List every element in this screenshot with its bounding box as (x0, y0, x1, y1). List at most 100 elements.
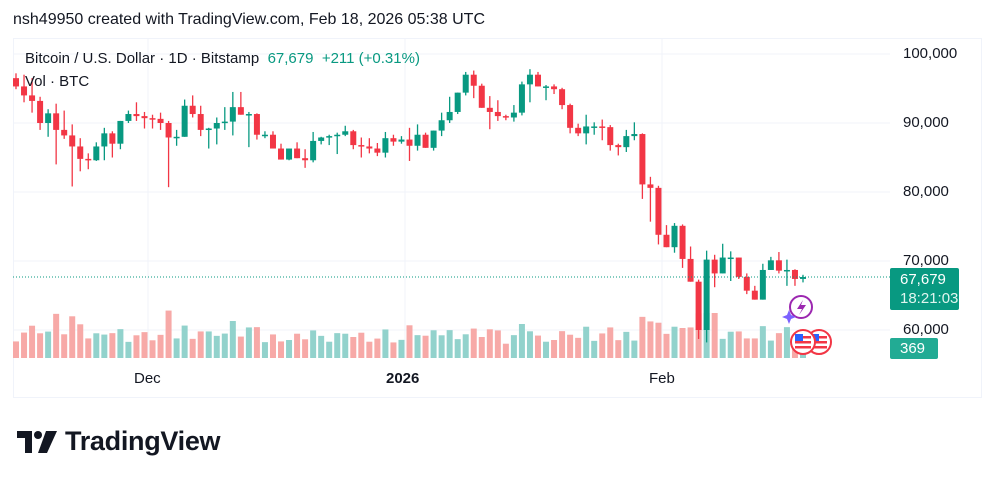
candle-body (430, 130, 437, 148)
volume-bar (518, 324, 525, 358)
volume-bar (775, 333, 782, 358)
candle-body (647, 184, 654, 188)
volume-bar (37, 333, 44, 358)
volume-bar (663, 333, 670, 358)
volume-bar (735, 331, 742, 358)
candle-body (639, 134, 646, 185)
candle-body (334, 134, 341, 137)
candle-body (181, 105, 188, 137)
volume-bar (125, 341, 132, 358)
candle-body (679, 225, 686, 259)
candle-body (751, 290, 758, 300)
candle-body (711, 259, 718, 274)
volume-bar (294, 333, 301, 358)
volume-bar (374, 338, 381, 358)
price-label: 60,000 (903, 321, 949, 338)
candle-body (278, 148, 285, 160)
volume-bar (197, 331, 204, 358)
volume-bar (783, 327, 790, 358)
candle-body (197, 114, 204, 130)
tradingview-logo[interactable]: TradingView (17, 426, 221, 457)
candle-body (261, 134, 268, 137)
candle-body (775, 260, 782, 271)
candle-body (575, 127, 582, 134)
candle-body (414, 134, 421, 146)
candle-body (494, 111, 501, 117)
candle-body (655, 187, 662, 235)
candle-body (93, 146, 100, 161)
volume-bar (615, 340, 622, 358)
candle-body (551, 86, 558, 90)
volume-bar (101, 334, 108, 358)
volume-bar (69, 316, 76, 358)
price-label: 80,000 (903, 183, 949, 200)
candle-body (286, 148, 293, 160)
candle-body (221, 121, 228, 124)
price-change: +211 (+0.31%) (321, 50, 420, 67)
candle-body (173, 136, 180, 139)
volume-bar (502, 343, 509, 358)
candle-body (518, 84, 525, 113)
candle-body (486, 107, 493, 112)
candle-body (350, 131, 357, 146)
volume-bar (438, 335, 445, 358)
tradingview-wordmark: TradingView (65, 426, 221, 456)
volume-bar (486, 329, 493, 358)
candle-body (567, 105, 574, 128)
volume-bar (526, 331, 533, 358)
candle-body (767, 260, 774, 270)
candle-body (583, 126, 590, 134)
volume-bar (406, 325, 413, 358)
symbol-legend: Bitcoin / U.S. Dollar · 1D · Bitstamp 67… (25, 50, 420, 67)
candle-body (37, 100, 44, 123)
time-label: Dec (134, 370, 161, 387)
volume-bar (334, 333, 341, 358)
candle-body (45, 113, 52, 123)
tradingview-logo-icon (17, 430, 57, 453)
volume-bar (494, 330, 501, 358)
candle-body (599, 126, 606, 128)
volume-bar (534, 335, 541, 358)
volume-legend: Vol · BTC (25, 73, 90, 90)
chart-credit: nsh49950 created with TradingView.com, F… (13, 11, 485, 28)
candle-body (671, 225, 678, 248)
volume-bar (261, 342, 268, 358)
us-flag-event-icon[interactable] (790, 329, 816, 355)
volume-bar (687, 327, 694, 358)
candlestick-chart[interactable] (13, 38, 982, 398)
candle-body (446, 111, 453, 121)
candle-body (462, 74, 469, 93)
candle-body (13, 78, 19, 87)
volume-bar (551, 340, 558, 358)
volume-bar (727, 331, 734, 358)
candle-body (390, 138, 397, 142)
candle-body (141, 116, 148, 119)
price-label: 90,000 (903, 114, 949, 131)
candle-body (77, 146, 84, 159)
lightning-event-icon[interactable] (782, 295, 813, 324)
volume-bar (575, 337, 582, 358)
candle-body (245, 114, 252, 116)
volume-bar (366, 341, 373, 358)
candle-body (213, 123, 220, 129)
candle-body (269, 134, 276, 149)
candle-body (478, 85, 485, 108)
volume-bar (679, 328, 686, 358)
volume-bar (567, 334, 574, 358)
candle-body (470, 74, 477, 86)
candle-body (534, 74, 541, 87)
volume-bar (647, 321, 654, 358)
candle-body (149, 118, 156, 120)
candle-body (21, 86, 28, 96)
volume-bar (286, 340, 293, 358)
volume-bar (743, 338, 750, 358)
candle-body (559, 89, 566, 106)
volume-bar (326, 341, 333, 358)
volume-bar (342, 333, 349, 358)
volume-bar (382, 329, 389, 358)
volume-bar (141, 332, 148, 358)
candle-body (165, 123, 172, 138)
volume-bar (205, 331, 212, 358)
candle-body (687, 258, 694, 282)
candle-body (502, 116, 509, 118)
